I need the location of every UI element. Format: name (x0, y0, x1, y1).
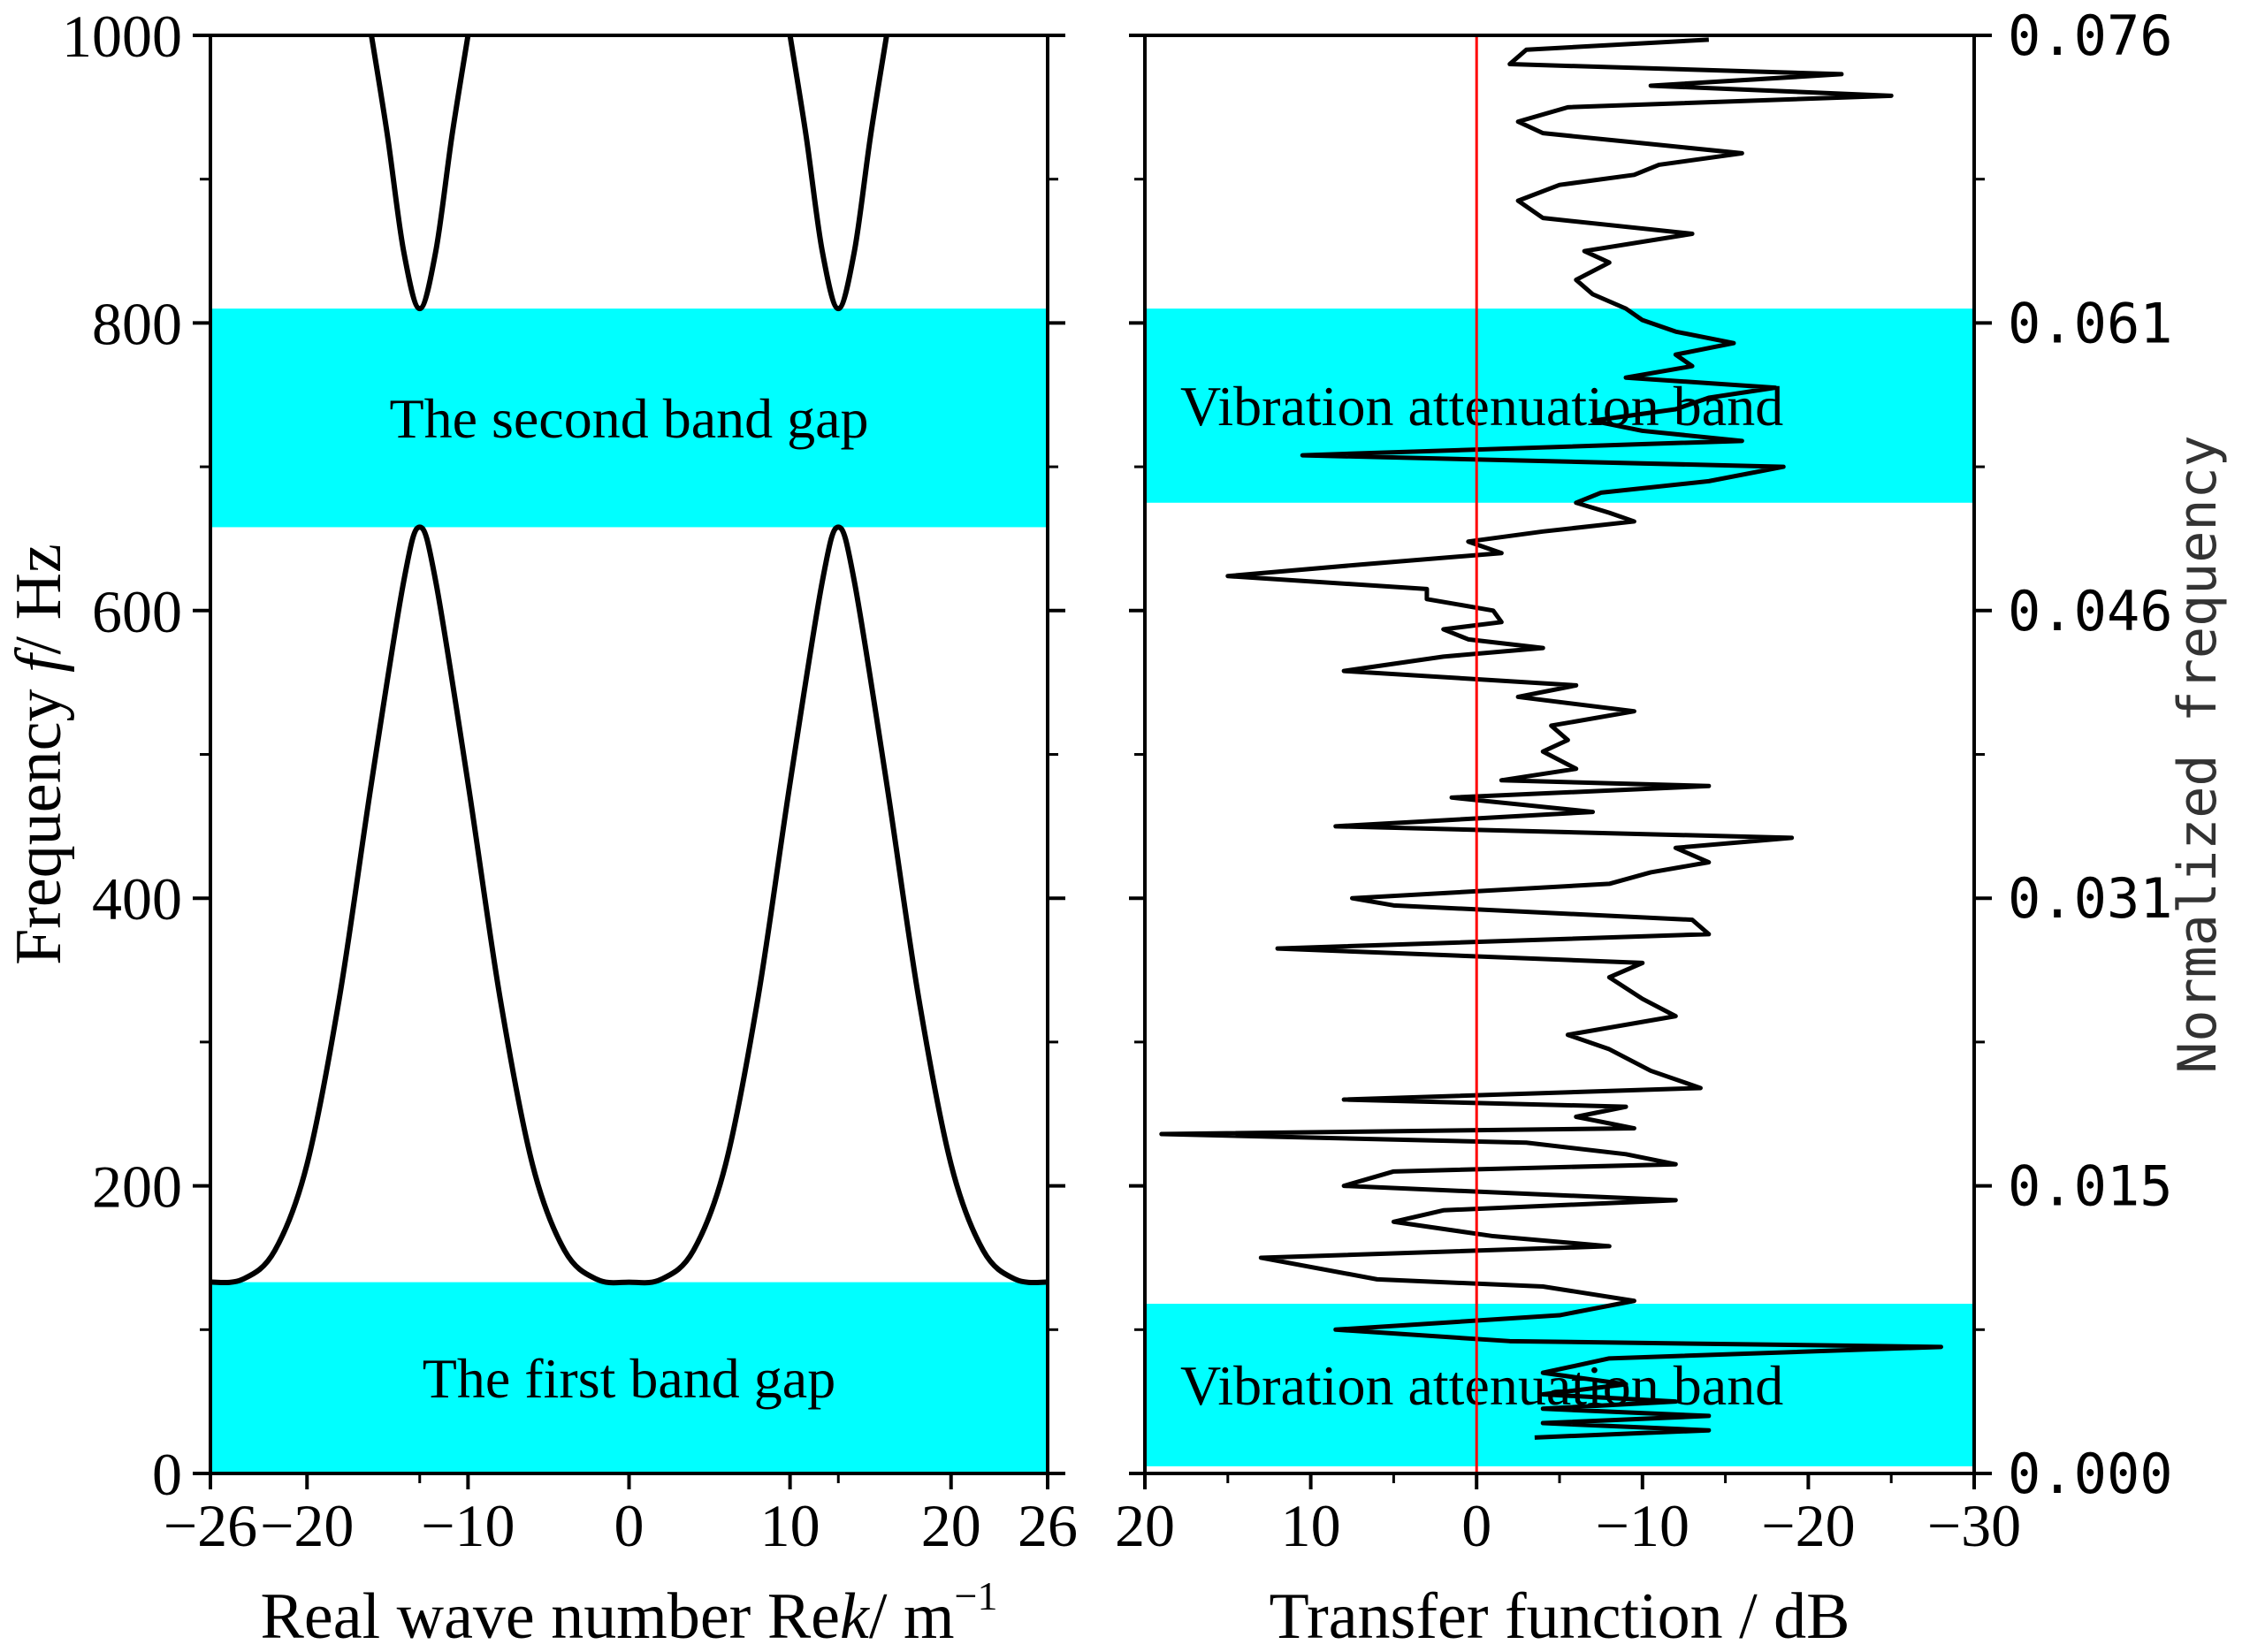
band-gap-1 (210, 1282, 1048, 1473)
band-gap-label-2: The second band gap (389, 387, 868, 450)
x-tick-label: 20 (1115, 1492, 1175, 1559)
left-y-axis-title: Frequency f/ Hz (3, 544, 75, 965)
y-tick-label: 800 (92, 290, 182, 357)
y2-tick-label: 0.046 (2008, 579, 2173, 643)
x-tick-label: −20 (260, 1492, 354, 1559)
band-gap-label-1: The first band gap (423, 1347, 835, 1410)
dispersion-branch-1 (210, 524, 1049, 1286)
attenuation-band-2 (1145, 308, 1974, 503)
dispersion-branch-3 (787, 34, 889, 312)
y-tick-label: 200 (92, 1153, 182, 1221)
band-gap-2 (210, 308, 1048, 528)
y-tick-label: 400 (92, 865, 182, 933)
right-y-axis-title: Normalized frequency (2167, 435, 2229, 1073)
right-transfer-function-curve (1159, 37, 1943, 1440)
left-band-labels: The first band gap The second band gap (389, 387, 868, 1410)
x-tick-label: −20 (1761, 1492, 1855, 1559)
left-dispersion-curves (210, 34, 1049, 1286)
y2-tick-label: 0.061 (2008, 291, 2173, 355)
x-tick-label: 0 (1461, 1492, 1491, 1559)
right-x-axis-title: Transfer function / dB (1269, 1580, 1850, 1652)
x-tick-label: −30 (1927, 1492, 2021, 1559)
x-tick-label: 10 (1281, 1492, 1341, 1559)
y-tick-label: 0 (152, 1441, 182, 1508)
left-band-gaps (210, 308, 1048, 1473)
left-x-ticks: −26 −20 −10 0 10 20 26 (164, 1473, 1078, 1559)
attenuation-band-label-1: Vibration attenuation band (1180, 1354, 1783, 1417)
y2-tick-label: 0.076 (2008, 4, 2173, 68)
y-tick-label: 600 (92, 578, 182, 645)
x-tick-label: 10 (760, 1492, 820, 1559)
right-x-ticks: 20 10 0 −10 −20 −30 (1115, 1473, 2021, 1559)
left-x-axis-title: Real wave number Rek/ m−1 (261, 1573, 998, 1652)
x-tick-label: −10 (421, 1492, 515, 1559)
left-y-ticks: 0 200 400 600 800 1000 (62, 3, 1065, 1508)
x-tick-label: −26 (164, 1492, 257, 1559)
y2-tick-label: 0.015 (2008, 1154, 2173, 1219)
x-tick-label: 0 (614, 1492, 644, 1559)
attenuation-band-1 (1145, 1304, 1974, 1466)
y-tick-label: 1000 (62, 3, 182, 70)
dispersion-branch-2 (369, 34, 471, 312)
transfer-function-line (1159, 37, 1943, 1440)
x-tick-label: 26 (1018, 1492, 1078, 1559)
left-plot-frame (209, 34, 1049, 1475)
y2-tick-label: 0.000 (2008, 1442, 2173, 1506)
left-panel: The first band gap The second band gap −2… (3, 3, 1078, 1652)
x-tick-label: −10 (1596, 1492, 1689, 1559)
y2-tick-label: 0.031 (2008, 866, 2173, 931)
right-attenuation-bands (1145, 308, 1974, 1466)
right-y-ticks: 0.000 0.015 0.031 0.046 0.061 0.076 (1129, 4, 2173, 1506)
x-tick-label: 20 (921, 1492, 981, 1559)
